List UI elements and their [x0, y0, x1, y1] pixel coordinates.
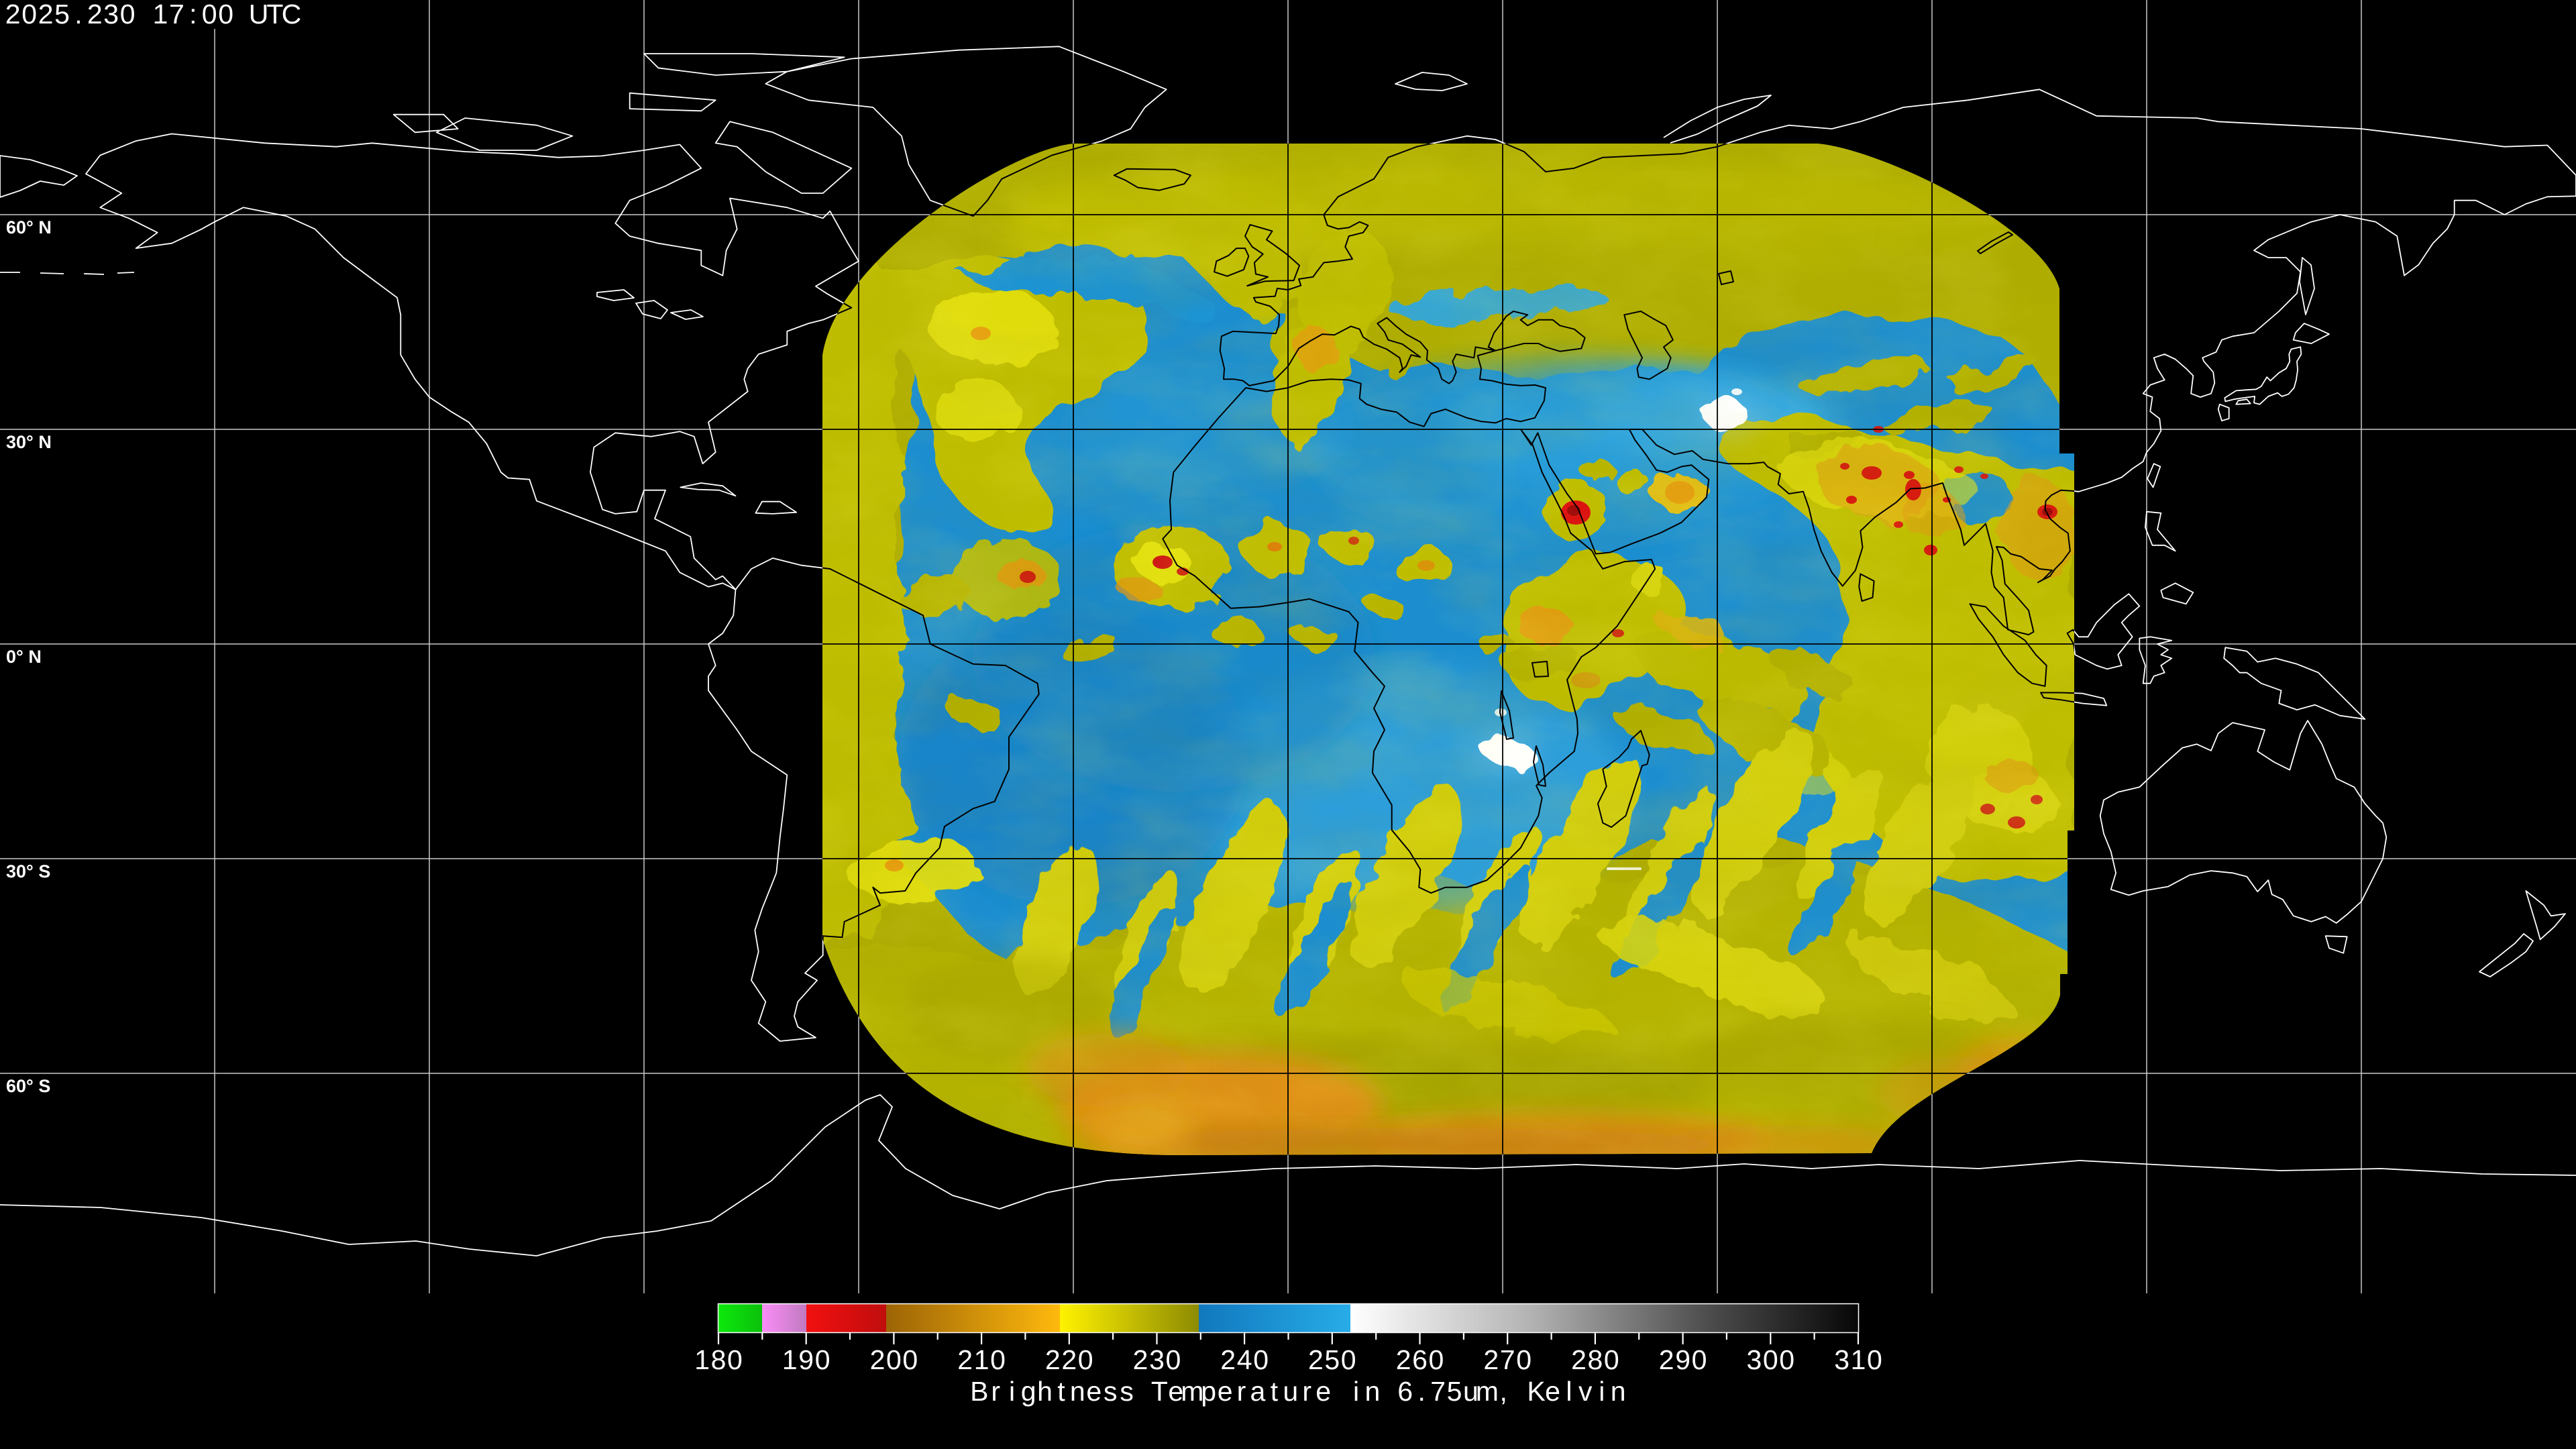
svg-text:210: 210	[957, 1344, 1006, 1375]
svg-text:230: 230	[1133, 1344, 1181, 1375]
svg-text:260: 260	[1396, 1344, 1444, 1375]
svg-text:290: 290	[1659, 1344, 1707, 1375]
svg-text:30° N: 30° N	[6, 432, 52, 452]
svg-text:200: 200	[870, 1344, 918, 1375]
svg-text:250: 250	[1308, 1344, 1356, 1375]
svg-text:60° N: 60° N	[6, 217, 52, 237]
svg-text:30° S: 30° S	[6, 861, 50, 881]
svg-text:180: 180	[694, 1344, 743, 1375]
svg-text:270: 270	[1483, 1344, 1532, 1375]
svg-text:190: 190	[782, 1344, 830, 1375]
svg-text:310: 310	[1834, 1344, 1882, 1375]
svg-text:240: 240	[1220, 1344, 1269, 1375]
svg-text:60° S: 60° S	[6, 1076, 50, 1096]
svg-text:280: 280	[1571, 1344, 1619, 1375]
svg-text:0° N: 0° N	[6, 647, 42, 667]
svg-text:220: 220	[1045, 1344, 1093, 1375]
svg-text:300: 300	[1746, 1344, 1794, 1375]
